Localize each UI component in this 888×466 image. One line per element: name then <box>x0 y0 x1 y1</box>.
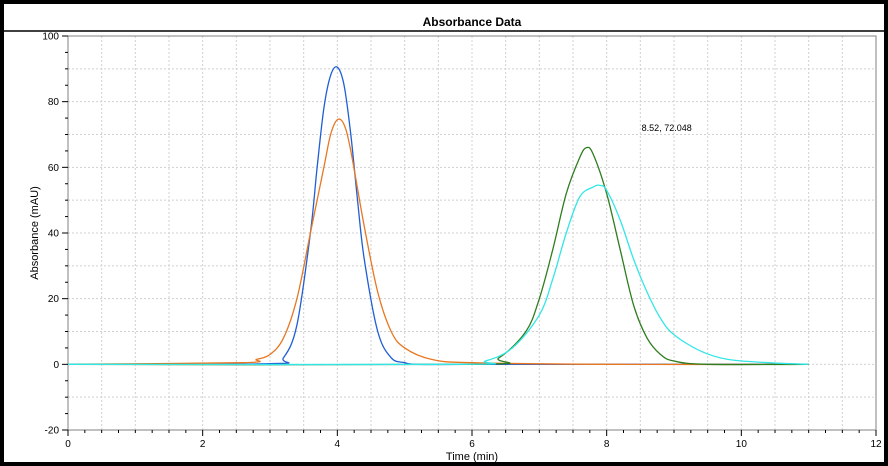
axes-layer: 0 2 4 6 8 10 12 -20 0 20 40 60 80 100 <box>4 30 884 450</box>
series-layer <box>67 66 809 366</box>
grid-layer <box>67 35 877 431</box>
chart-title: Absorbance Data <box>423 15 522 29</box>
x-tick-label: 12 <box>870 439 882 450</box>
x-tick-label: 8 <box>604 439 610 450</box>
y-axis-title: Absorbance (mAU) <box>29 186 41 280</box>
y-tick-label: -20 <box>45 426 60 437</box>
x-tick-label: 10 <box>736 439 748 450</box>
x-tick-label: 4 <box>335 439 341 450</box>
series-line-3 <box>67 146 809 366</box>
x-tick-label: 6 <box>469 439 475 450</box>
series-line-1 <box>67 66 809 366</box>
y-tick-label: 40 <box>48 229 60 240</box>
y-tick-label: 100 <box>42 32 59 43</box>
y-tick-label: 80 <box>48 97 60 108</box>
y-tick-label: 0 <box>53 360 59 371</box>
point-annotation: 8.52, 72.048 <box>642 123 692 133</box>
series-line-2 <box>67 118 809 366</box>
y-tick-label: 60 <box>48 163 60 174</box>
y-tick-label: 20 <box>48 294 60 305</box>
series-line-4 <box>67 184 809 366</box>
x-axis-title: Time (min) <box>446 451 498 463</box>
x-tick-label: 2 <box>200 439 206 450</box>
x-tick-label: 0 <box>65 439 71 450</box>
